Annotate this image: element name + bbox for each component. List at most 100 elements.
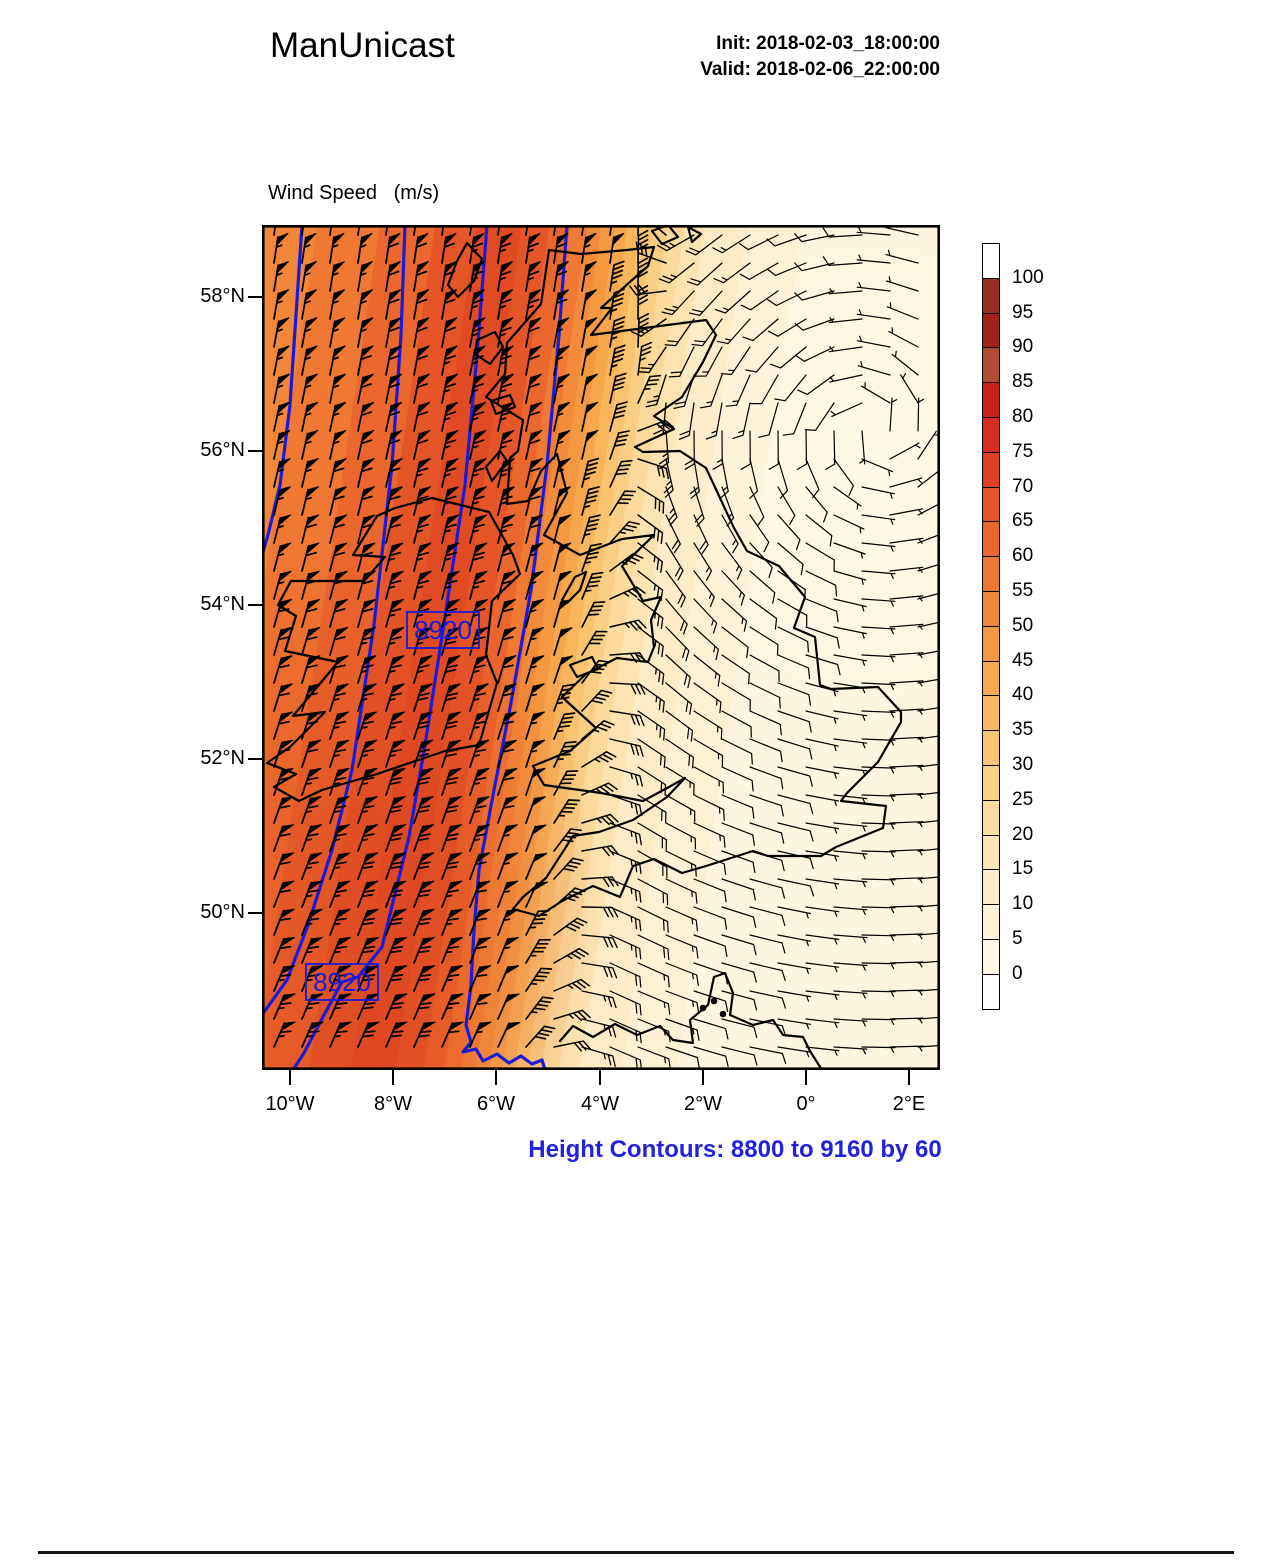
wind-barb-pennant	[472, 373, 486, 387]
wind-barb	[581, 457, 600, 488]
wind-barb	[609, 934, 642, 960]
wind-barb	[693, 570, 715, 608]
wind-barb-pennant	[388, 345, 402, 359]
wind-barb	[637, 374, 662, 404]
wind-barb	[553, 828, 582, 852]
height-contour-line	[262, 225, 304, 557]
wind-barb-pennant	[306, 655, 321, 668]
wind-barb-pennant	[502, 626, 517, 640]
wind-barb-pennant	[584, 373, 598, 387]
wind-barb	[609, 521, 640, 544]
wind-barb-pennant	[475, 936, 491, 948]
wind-barb-pennant	[445, 458, 459, 471]
wind-barb-pennant	[305, 514, 320, 527]
wind-barb-pennant	[333, 542, 348, 555]
wind-barb-pennant	[419, 993, 436, 1004]
wind-barb-pennant	[362, 767, 378, 780]
wind-barb-pennant	[304, 289, 318, 303]
wind-barb-pennant	[389, 429, 403, 443]
wind-barb-pennant	[501, 429, 515, 443]
wind-barb-pennant	[418, 683, 433, 696]
wind-barb	[581, 990, 617, 1009]
wind-barb-pennant	[362, 655, 377, 668]
wind-barb-pennant	[276, 373, 290, 387]
wind-barb	[861, 962, 896, 970]
wind-barb-pennant	[387, 232, 401, 247]
wind-barb-pennant	[278, 767, 294, 780]
wind-barb-pennant	[446, 655, 461, 668]
wind-barb	[749, 738, 783, 763]
wind-barb	[917, 563, 940, 572]
wind-barb-pennant	[530, 655, 545, 668]
wind-barb-pennant	[475, 993, 492, 1004]
wind-barb	[357, 225, 361, 236]
colorbar-label: 70	[1012, 475, 1034, 497]
wind-barb-pennant	[445, 429, 459, 443]
wind-barb	[637, 570, 664, 602]
wind-barb	[885, 276, 919, 292]
wind-barb	[833, 598, 867, 612]
colorbar-label: 40	[1012, 684, 1034, 706]
islet	[719, 1010, 727, 1018]
colorbar-box	[982, 765, 1000, 801]
wind-barb	[917, 592, 940, 600]
wind-barb	[553, 683, 575, 712]
wind-barb	[805, 906, 840, 917]
colorbar-box	[982, 660, 1000, 697]
wind-barb-pennant	[360, 289, 374, 303]
wind-barb	[777, 458, 789, 499]
wind-barb-pennant	[363, 796, 378, 808]
wind-barb	[693, 1046, 729, 1067]
wind-barb	[665, 766, 695, 796]
wind-barb-pennant	[504, 1021, 521, 1032]
wind-barb	[828, 288, 863, 295]
wind-barb	[581, 225, 585, 236]
wind-barb-pennant	[391, 936, 407, 948]
wind-barb-pennant	[443, 232, 457, 247]
wind-barb	[665, 990, 700, 1014]
wind-barb	[805, 962, 840, 973]
lat-tick-label: 58°N	[200, 285, 245, 307]
wind-barb	[665, 710, 694, 742]
wind-barb	[469, 225, 473, 236]
wind-barb	[273, 225, 277, 236]
wind-barb-pennant	[416, 373, 430, 387]
wind-barb-pennant	[391, 993, 408, 1004]
wind-barb	[695, 346, 723, 377]
wind-barb-pennant	[278, 655, 293, 668]
wind-barb-pennant	[304, 401, 319, 415]
wind-barb	[828, 346, 863, 353]
wind-barb-pennant	[531, 852, 548, 864]
wind-barb-pennant	[444, 261, 457, 275]
wind-barb	[777, 1018, 812, 1030]
wind-barb-pennant	[584, 317, 598, 331]
wind-barb-pennant	[389, 542, 404, 555]
wind-barb	[553, 225, 557, 236]
wind-barb-pennant	[304, 261, 317, 275]
wind-barb	[637, 514, 664, 545]
wind-barb-pennant	[335, 852, 351, 864]
wind-barb-pennant	[279, 908, 295, 920]
wind-barb	[749, 962, 786, 982]
wind-barb-pennant	[307, 824, 322, 836]
wind-barb	[637, 1018, 671, 1043]
wind-barb-pennant	[444, 345, 458, 359]
wind-barb	[861, 990, 896, 997]
wind-barb-pennant	[335, 965, 352, 976]
wind-barb	[777, 850, 814, 869]
wind-barb	[804, 402, 835, 431]
wind-barb-pennant	[529, 458, 543, 471]
wind-barb	[721, 990, 758, 1011]
wind-barb	[693, 794, 725, 821]
lon-tick-label: 4°W	[581, 1093, 619, 1115]
lat-tick-mark	[248, 450, 262, 452]
wind-barb	[693, 906, 728, 930]
colorbar-box	[982, 347, 1000, 384]
wind-barb	[497, 225, 501, 236]
wind-barb	[796, 430, 808, 470]
wind-barb-pennant	[531, 824, 547, 836]
wind-barb	[637, 654, 665, 685]
wind-barb	[917, 533, 940, 544]
wind-barb	[917, 988, 940, 992]
wind-barb	[749, 766, 784, 790]
